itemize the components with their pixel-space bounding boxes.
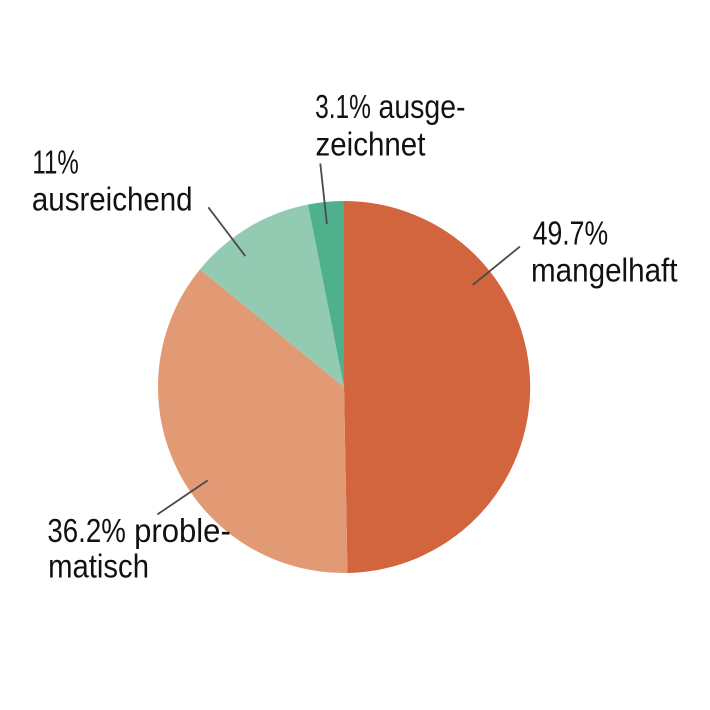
svg-text:matisch: matisch — [48, 548, 149, 585]
svg-text:mangelhaft: mangelhaft — [531, 252, 678, 289]
svg-text:3.1%: 3.1% — [315, 88, 371, 125]
svg-text:proble-: proble- — [134, 512, 231, 549]
svg-text:36.2%: 36.2% — [47, 512, 125, 549]
svg-text:zeichnet: zeichnet — [316, 126, 426, 163]
svg-text:49.7%: 49.7% — [533, 214, 608, 251]
svg-text:11%: 11% — [32, 143, 78, 180]
svg-text:ausge-: ausge- — [379, 88, 466, 125]
svg-text:ausreichend: ausreichend — [32, 181, 193, 218]
